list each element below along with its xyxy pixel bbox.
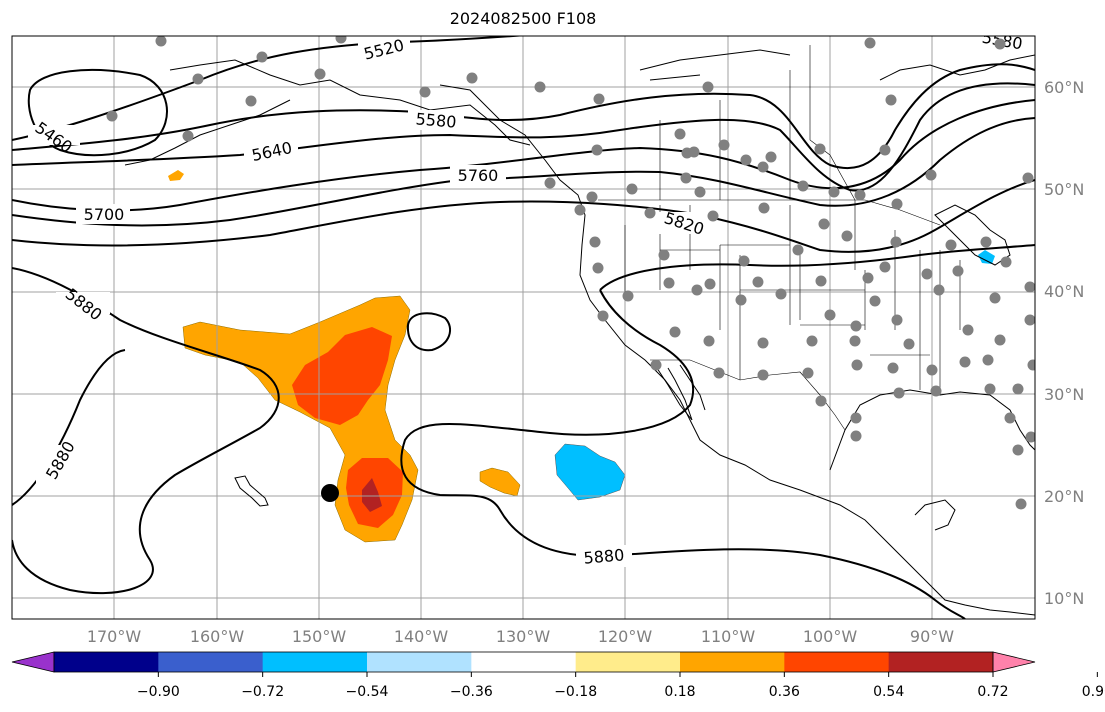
gulf-coast [829,389,1035,471]
anomaly-shading [168,170,995,543]
colorbar-segment [54,652,159,672]
lon-label-100w: 100°W [803,627,858,646]
contour-label-5880-s: 5880 [583,545,625,567]
height-contours [12,36,1035,619]
colorbar-tick-label: 0.54 [873,684,904,700]
contour-5880-east [400,244,1035,619]
yucatan [914,499,956,531]
us-mexico-border [650,359,846,431]
colorbar-tick-label: −0.18 [554,684,597,700]
lat-label-10n: 10°N [1044,589,1084,608]
colorbar-segment [367,652,472,672]
colorbar-tick-label: 0.90 [1082,684,1105,700]
coastlines [124,49,1035,616]
map-frame [11,35,1036,620]
hawaii-islands [234,475,269,507]
lon-label-140w: 140°W [394,627,449,646]
contour-5700 [12,99,1035,212]
latitude-axis: 60°N 50°N 40°N 30°N 20°N 10°N [1044,78,1084,608]
negative-anomaly-region-blue-lakes [978,250,995,264]
positive-anomaly-region-red [292,327,392,425]
colorbar-extend-min [11,651,55,673]
contour-label-5700: 5700 [84,205,125,224]
negative-anomaly-region-blue [554,443,626,501]
colorbar-tick-label: −0.54 [346,684,389,700]
hudson-bay-area [879,54,1035,81]
lon-label-110w: 110°W [701,627,756,646]
arctic-islands [639,49,791,81]
positive-anomaly-region-orange-tiny [168,170,184,181]
colorbar-tick-label: −0.90 [137,684,180,700]
alaska-coast [169,59,531,146]
colorbar-segment [680,652,785,672]
longitude-axis: 170°W 160°W 150°W 140°W 130°W 120°W 110°… [87,627,954,646]
colorbar-segment [262,652,368,672]
positive-anomaly-region-darkred [362,478,382,512]
gulf-of-california [679,364,706,411]
lat-label-30n: 30°N [1044,385,1084,404]
contour-5820 [12,179,1035,253]
state-lines [624,200,961,390]
lat-label-40n: 40°N [1044,282,1084,301]
lon-label-150w: 150°W [292,627,347,646]
canada-provinces [659,45,856,201]
station-dots [106,36,1035,510]
lon-label-160w: 160°W [190,627,245,646]
contour-label-5760: 5760 [458,166,499,185]
colorbar-tick-label: −0.72 [241,684,284,700]
contour-label-5580: 5580 [415,109,457,131]
colorbar-tick-label: 0.36 [769,684,800,700]
contour-5880-west [12,267,280,595]
colorbar-tick-label: −0.36 [450,684,493,700]
colorbar-segment [575,652,681,672]
lat-label-20n: 20°N [1044,487,1084,506]
baja-california [654,364,693,421]
map-title: 2024082500 F108 [449,9,597,28]
lat-label-60n: 60°N [1044,78,1084,97]
lon-label-130w: 130°W [496,627,551,646]
colorbar-tick-label: 0.18 [664,684,695,700]
contour-5640 [12,82,1035,192]
lon-label-170w: 170°W [87,627,142,646]
contour-5880-small-low [406,312,452,352]
storm-center-marker [321,484,339,502]
colorbar: −0.90 −0.72 −0.54 −0.36 −0.18 0.18 0.36 0.54 0.7… [11,651,1105,700]
contour-5580 [12,63,1035,170]
colorbar-segment [158,652,264,672]
colorbar-segment [888,652,994,672]
contour-5520 [12,36,528,141]
colorbar-frame [53,651,994,673]
colorbar-segment [784,652,890,672]
colorbar-extend-max [992,651,1036,673]
lon-label-90w: 90°W [910,627,954,646]
lat-label-50n: 50°N [1044,180,1084,199]
colorbar-tick-label: 0.72 [977,684,1008,700]
lon-label-120w: 120°W [598,627,653,646]
colorbar-segment [471,652,577,672]
